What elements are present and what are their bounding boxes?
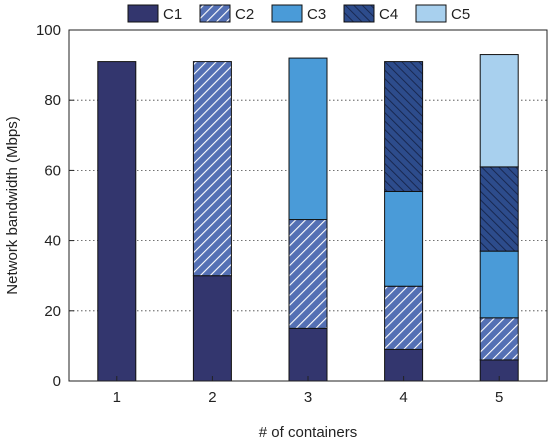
bar-segment-c4-4 xyxy=(384,61,424,192)
legend-label-c3: C3 xyxy=(307,6,326,23)
y-axis: 0 20 40 60 80 100 xyxy=(36,22,74,390)
legend-label-c4: C4 xyxy=(379,6,398,23)
y-tick-label: 0 xyxy=(53,373,61,390)
bar-segment-c4-5 xyxy=(479,166,519,252)
bar-segment-c3-3 xyxy=(288,57,328,221)
bar-segment-c3-4 xyxy=(384,190,424,287)
bar-segment-c1-4 xyxy=(384,348,424,382)
x-tick-label: 3 xyxy=(304,389,312,406)
legend-label-c1: C1 xyxy=(163,6,182,23)
x-axis-title: # of containers xyxy=(259,424,357,441)
legend-label-c5: C5 xyxy=(451,6,470,23)
legend: C1 C2 C3 C4 C5 xyxy=(127,4,470,23)
x-axis: 1 2 3 4 5 xyxy=(113,376,503,406)
bar-segment-c2-4 xyxy=(384,285,424,350)
legend-swatch-c4 xyxy=(343,4,375,23)
y-tick-label: 40 xyxy=(44,233,61,250)
legend-swatch-c2 xyxy=(199,4,231,23)
legend-swatch-c5 xyxy=(415,4,447,23)
y-axis-title: Network bandwidth (Mbps) xyxy=(4,116,21,294)
x-tick-label: 4 xyxy=(399,389,407,406)
bar-segment-c2-2 xyxy=(192,61,232,277)
bar-segment-c5-5 xyxy=(479,54,519,168)
y-tick-label: 60 xyxy=(44,162,61,179)
legend-swatch-c3 xyxy=(271,4,303,23)
legend-swatch-c1 xyxy=(127,4,159,23)
bars xyxy=(97,54,519,382)
x-tick-label: 5 xyxy=(495,389,503,406)
legend-label-c2: C2 xyxy=(235,6,254,23)
x-tick-label: 1 xyxy=(113,389,121,406)
y-tick-label: 100 xyxy=(36,22,61,39)
bar-segment-c1-3 xyxy=(288,327,328,382)
x-tick-label: 2 xyxy=(208,389,216,406)
bar-segment-c2-3 xyxy=(288,219,328,329)
bar-segment-c3-5 xyxy=(479,250,519,319)
y-tick-label: 20 xyxy=(44,303,61,320)
y-tick-label: 80 xyxy=(44,92,61,109)
bar-segment-c1-2 xyxy=(192,275,232,382)
bar-segment-c1-1 xyxy=(97,61,137,382)
bar-segment-c2-5 xyxy=(479,317,519,361)
